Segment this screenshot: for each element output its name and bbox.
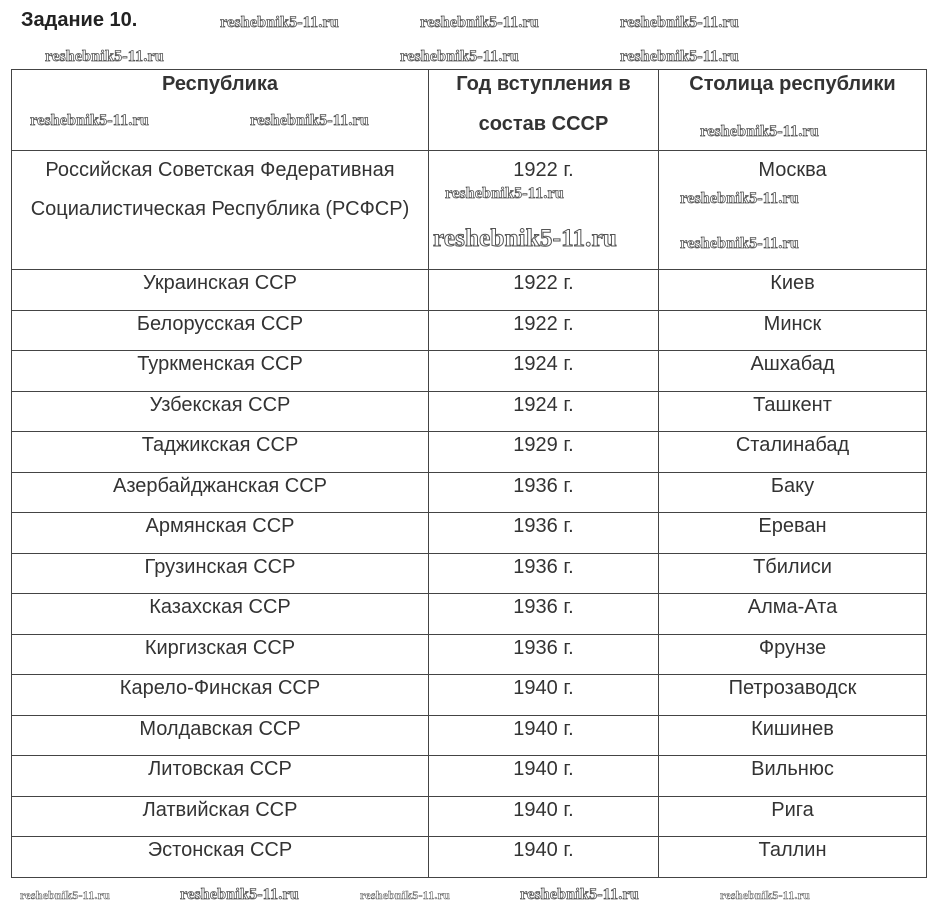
table-row: Карело-Финская ССР 1940 г. Петрозаводск (11, 674, 927, 716)
year-cell: 1924 г. (428, 350, 659, 392)
republic-cell: Узбекская ССР (11, 390, 429, 432)
year-cell: 1936 г. (428, 593, 659, 635)
watermark: reshebnik5-11.ru (620, 14, 740, 32)
year-cell: 1922 г. (428, 309, 659, 351)
republic-cell: Белорусская ССР (11, 309, 429, 351)
republic-cell: Таджикская ССР (11, 431, 429, 473)
year-cell: 1936 г. (428, 633, 659, 675)
year-cell: 1929 г. (428, 431, 659, 473)
capital-cell: Фрунзе (658, 633, 927, 675)
table-row: Российская Советская Федеративная Социал… (11, 150, 927, 270)
capital-cell: Минск (658, 309, 927, 351)
year-cell: 1936 г. (428, 512, 659, 554)
table-row: Молдавская ССР 1940 г. Кишинев (11, 714, 927, 756)
republic-cell: Эстонская ССР (11, 836, 429, 878)
year-cell: 1922 г. (428, 269, 659, 311)
capital-cell: Ташкент (658, 390, 927, 432)
year-cell: 1940 г. (428, 795, 659, 837)
capital-cell: Сталинабад (658, 431, 927, 473)
header-capital: Столица республики (658, 69, 927, 151)
table-row: Грузинская ССР 1936 г. Тбилиси (11, 552, 927, 594)
republic-cell: Грузинская ССР (11, 552, 429, 594)
republic-cell: Казахская ССР (11, 593, 429, 635)
watermark: reshebnik5-11.ru (360, 888, 450, 903)
republic-cell: Карело-Финская ССР (11, 674, 429, 716)
watermark: reshebnik5-11.ru (180, 886, 300, 904)
capital-cell: Баку (658, 471, 927, 513)
table-body: Российская Советская Федеративная Социал… (11, 150, 927, 878)
capital-cell: Петрозаводск (658, 674, 927, 716)
header-capital-label: Столица республики (689, 73, 896, 95)
republic-cell: Молдавская ССР (11, 714, 429, 756)
year-cell: 1940 г. (428, 836, 659, 878)
capital-cell: Кишинев (658, 714, 927, 756)
republic-cell: Литовская ССР (11, 755, 429, 797)
header-year-label: Год вступления в состав СССР (456, 73, 631, 135)
republic-cell: Киргизская ССР (11, 633, 429, 675)
table-header-row: Республика Год вступления в состав СССР … (11, 69, 927, 151)
capital-cell: Таллин (658, 836, 927, 878)
year-cell: 1922 г. (428, 150, 659, 270)
capital-cell: Рига (658, 795, 927, 837)
table-row: Эстонская ССР 1940 г. Таллин (11, 836, 927, 878)
republic-cell: Латвийская ССР (11, 795, 429, 837)
capital-cell: Алма-Ата (658, 593, 927, 635)
republic-cell: Азербайджанская ССР (11, 471, 429, 513)
year-cell: 1936 г. (428, 552, 659, 594)
table-row: Украинская ССР 1922 г. Киев (11, 269, 927, 311)
table-row: Таджикская ССР 1929 г. Сталинабад (11, 431, 927, 473)
watermark: reshebnik5-11.ru (220, 14, 340, 32)
capital-cell: Вильнюс (658, 755, 927, 797)
year-cell: 1940 г. (428, 674, 659, 716)
table-row: Азербайджанская ССР 1936 г. Баку (11, 471, 927, 513)
year-cell: 1940 г. (428, 714, 659, 756)
watermark: reshebnik5-11.ru (420, 14, 540, 32)
table-row: Армянская ССР 1936 г. Ереван (11, 512, 927, 554)
table-row: Казахская ССР 1936 г. Алма-Ата (11, 593, 927, 635)
watermark: reshebnik5-11.ru (520, 886, 640, 904)
capital-cell: Киев (658, 269, 927, 311)
watermark: reshebnik5-11.ru (720, 888, 810, 903)
header-year: Год вступления в состав СССР (428, 69, 659, 151)
republic-cell: Российская Советская Федеративная Социал… (11, 150, 429, 270)
capital-cell: Ереван (658, 512, 927, 554)
table-row: Киргизская ССР 1936 г. Фрунзе (11, 633, 927, 675)
republic-cell: Армянская ССР (11, 512, 429, 554)
republics-table: Республика Год вступления в состав СССР … (11, 69, 927, 878)
year-cell: 1936 г. (428, 471, 659, 513)
table-row: Латвийская ССР 1940 г. Рига (11, 795, 927, 837)
table-row: Белорусская ССР 1922 г. Минск (11, 309, 927, 351)
task-title: Задание 10. (21, 9, 138, 31)
capital-cell: Москва (658, 150, 927, 270)
header-republic: Республика (11, 69, 429, 151)
capital-cell: Тбилиси (658, 552, 927, 594)
republic-cell: Туркменская ССР (11, 350, 429, 392)
watermark: reshebnik5-11.ru (20, 888, 110, 903)
table-row: Литовская ССР 1940 г. Вильнюс (11, 755, 927, 797)
year-cell: 1924 г. (428, 390, 659, 432)
year-cell: 1940 г. (428, 755, 659, 797)
table-row: Туркменская ССР 1924 г. Ашхабад (11, 350, 927, 392)
republic-cell: Украинская ССР (11, 269, 429, 311)
header-republic-label: Республика (161, 73, 278, 95)
capital-cell: Ашхабад (658, 350, 927, 392)
table-row: Узбекская ССР 1924 г. Ташкент (11, 390, 927, 432)
